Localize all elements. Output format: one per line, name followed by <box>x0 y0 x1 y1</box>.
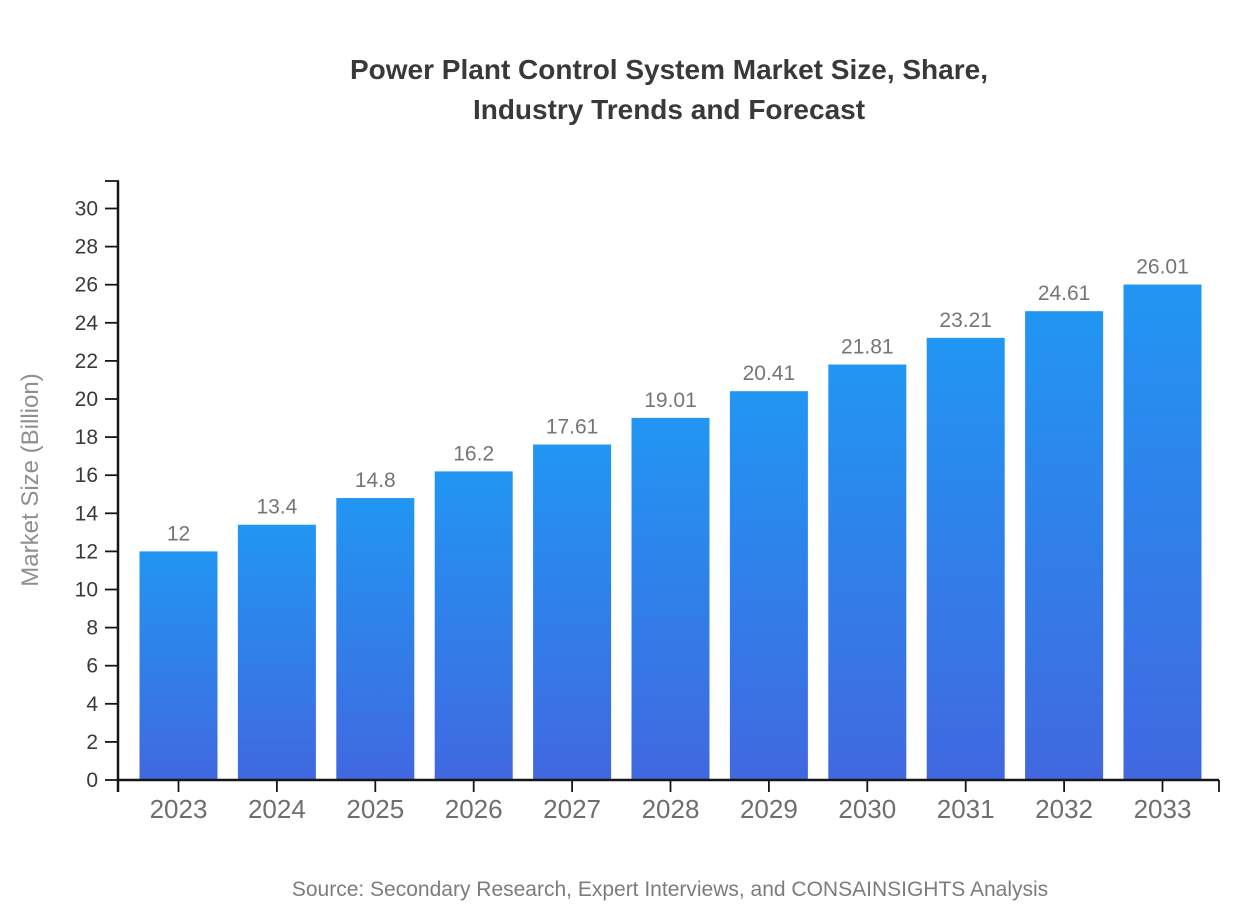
bar-value-label: 21.81 <box>841 336 894 359</box>
bar-value-label: 14.8 <box>355 469 396 492</box>
bar-value-label: 17.61 <box>546 416 599 439</box>
axes-group <box>105 180 1220 792</box>
x-tick-label: 2027 <box>543 794 601 824</box>
bar <box>1123 284 1202 780</box>
bar-value-label: 16.2 <box>453 442 494 465</box>
bar <box>631 417 710 780</box>
x-tick-label: 2025 <box>346 794 404 824</box>
chart-title-line1: Power Plant Control System Market Size, … <box>350 54 988 85</box>
bar <box>729 391 808 780</box>
x-tick-label: 2028 <box>642 794 700 824</box>
bar-value-label: 20.41 <box>743 362 796 385</box>
y-tick-label: 8 <box>86 617 98 640</box>
x-tick-label: 2023 <box>150 794 208 824</box>
y-tick-label: 26 <box>75 274 98 297</box>
bar-value-label: 19.01 <box>644 389 697 412</box>
bars-group <box>139 284 1202 780</box>
y-tick-label: 18 <box>75 426 98 449</box>
bar-value-label: 24.61 <box>1038 282 1091 305</box>
x-tick-label: 2030 <box>838 794 896 824</box>
y-tick-label: 6 <box>86 655 98 678</box>
y-tick-label: 12 <box>75 540 98 563</box>
bar-value-label: 13.4 <box>256 496 297 519</box>
bar <box>1025 311 1104 780</box>
x-tick-label: 2024 <box>248 794 306 824</box>
bar-value-label: 12 <box>167 522 190 545</box>
bar-value-labels: 12 13.4 14.8 16.2 17.61 19.01 20.41 21.81 23.21 2… <box>167 256 1189 546</box>
y-axis-title: Market Size (Billion) <box>17 373 44 586</box>
chart-title-line2: Industry Trends and Forecast <box>472 94 866 125</box>
bar <box>926 337 1005 780</box>
y-tick-label: 10 <box>75 579 98 602</box>
bar-value-label: 23.21 <box>939 309 992 332</box>
bar <box>434 471 513 780</box>
y-tick-label: 14 <box>75 502 99 525</box>
x-axis-ticks: 2023 2024 2025 2026 2027 2028 2029 2030 2031 2032… <box>150 780 1192 824</box>
y-tick-label: 16 <box>75 464 98 487</box>
bar <box>828 364 907 780</box>
bar <box>336 498 415 780</box>
x-tick-label: 2032 <box>1035 794 1093 824</box>
bar <box>237 524 316 780</box>
source-note: Source: Secondary Research, Expert Inter… <box>291 878 1049 901</box>
y-tick-label: 4 <box>86 693 98 716</box>
chart-title: Power Plant Control System Market Size, … <box>118 50 1220 130</box>
x-tick-label: 2033 <box>1134 794 1192 824</box>
y-tick-label: 2 <box>86 731 98 754</box>
bar <box>139 551 218 780</box>
y-tick-label: 24 <box>75 312 99 335</box>
y-tick-label: 0 <box>86 769 98 792</box>
y-tick-label: 28 <box>75 236 98 259</box>
bar <box>533 444 612 780</box>
x-tick-label: 2031 <box>937 794 995 824</box>
y-tick-label: 20 <box>75 388 98 411</box>
x-tick-label: 2029 <box>740 794 798 824</box>
bar-value-label: 26.01 <box>1136 256 1189 279</box>
x-tick-label: 2026 <box>445 794 503 824</box>
y-tick-label: 30 <box>75 198 98 221</box>
y-tick-label: 22 <box>75 350 98 373</box>
